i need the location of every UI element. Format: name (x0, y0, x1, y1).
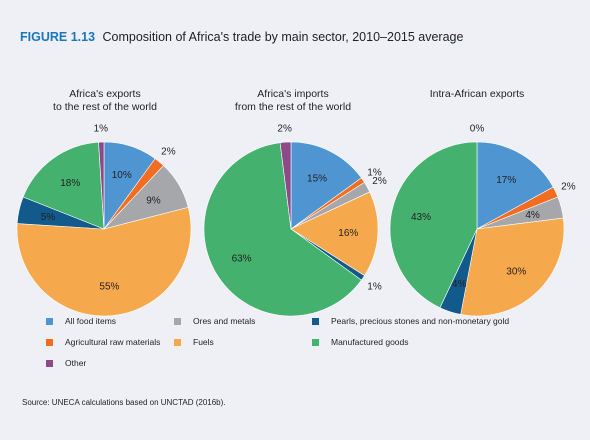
legend-item-ores-and-metals: Ores and metals (174, 316, 312, 326)
slice-label: 2% (277, 124, 292, 135)
slice-label: 2% (561, 181, 576, 192)
slice-label: 4% (452, 279, 467, 290)
legend-swatch (46, 317, 53, 325)
chart-title-line: from the rest of the world (234, 101, 352, 113)
slice-label: 9% (146, 195, 161, 206)
slice-label: 17% (496, 175, 516, 186)
legend-swatch (174, 338, 181, 346)
slice-label: 16% (338, 228, 358, 239)
pie-slice-other (98, 141, 105, 230)
chart-title-exports: Africa's exports to the rest of the worl… (10, 88, 200, 114)
pie-slice-fuels (16, 206, 192, 317)
slice-label: 4% (525, 210, 540, 221)
slice-label: 18% (60, 178, 80, 189)
legend-label: Manufactured goods (331, 337, 409, 347)
pie-slice-manufactured-goods (389, 141, 478, 309)
legend-label: Pearls, precious stones and non-monetary… (331, 316, 510, 326)
pie-slice-all-food-items (290, 141, 362, 230)
chart-title-line: Africa's exports (69, 88, 141, 100)
slice-label: 10% (112, 170, 132, 181)
chart-title-line: to the rest of the world (53, 101, 157, 113)
legend-label: Agricultural raw materials (65, 337, 161, 347)
slice-label: 0% (470, 124, 485, 135)
legend-item-all-food-items: All food items (46, 316, 174, 326)
legend-swatch (312, 338, 319, 346)
legend-swatch (174, 317, 181, 325)
legend-label: Other (65, 358, 87, 368)
slice-label: 1% (367, 168, 382, 179)
figure-title-text: Composition of Africa's trade by main se… (102, 30, 464, 44)
legend-item-manufactured-goods: Manufactured goods (312, 337, 566, 347)
legend-label: All food items (65, 316, 117, 326)
chart-title-line: Africa's imports (257, 88, 329, 100)
legend-swatch (46, 338, 53, 346)
legend-swatch (46, 359, 53, 367)
slice-label: 1% (94, 124, 109, 135)
legend-label: Fuels (193, 337, 214, 347)
chart-title-intra: Intra-African exports (382, 88, 572, 101)
legend: All food items Ores and metals Pearls, pre… (46, 316, 566, 368)
figure-label: FIGURE 1.13 (20, 30, 96, 44)
pie-slice-all-food-items (476, 141, 554, 230)
pie-slice-manufactured-goods (203, 142, 362, 317)
slice-label: 1% (367, 281, 382, 292)
legend-item-pearls-precious-stones-and-non-monetary-gold: Pearls, precious stones and non-monetary… (312, 316, 566, 326)
slice-label: 63% (232, 254, 252, 265)
legend-item-fuels: Fuels (174, 337, 312, 347)
pie-slice-other (279, 141, 292, 230)
chart-title-imports: Africa's imports from the rest of the wo… (198, 88, 388, 114)
slice-label: 5% (41, 212, 56, 223)
pie-charts: 10%2%9%55%5%18%1%15%1%2%16%1%63%2%17%2%4… (16, 124, 576, 317)
figure-title: FIGURE 1.13 Composition of Africa's trad… (20, 30, 463, 44)
legend-label: Ores and metals (193, 316, 256, 326)
legend-item-agricultural-raw-materials: Agricultural raw materials (46, 337, 174, 347)
legend-swatch (312, 317, 319, 325)
slice-label: 2% (161, 147, 176, 158)
pie-slice-fuels (290, 191, 379, 277)
chart-title-line: Intra-African exports (429, 88, 525, 100)
slice-label: 55% (99, 282, 119, 293)
slice-label: 2% (372, 176, 387, 187)
slice-label: 43% (411, 212, 431, 223)
slice-label: 30% (506, 266, 526, 277)
pie-slice-fuels (460, 217, 565, 317)
source-note: Source: UNECA calculations based on UNCT… (22, 398, 226, 407)
pie-slice-manufactured-goods (22, 141, 105, 230)
legend-item-other: Other (46, 358, 174, 368)
slice-label: 15% (307, 173, 327, 184)
